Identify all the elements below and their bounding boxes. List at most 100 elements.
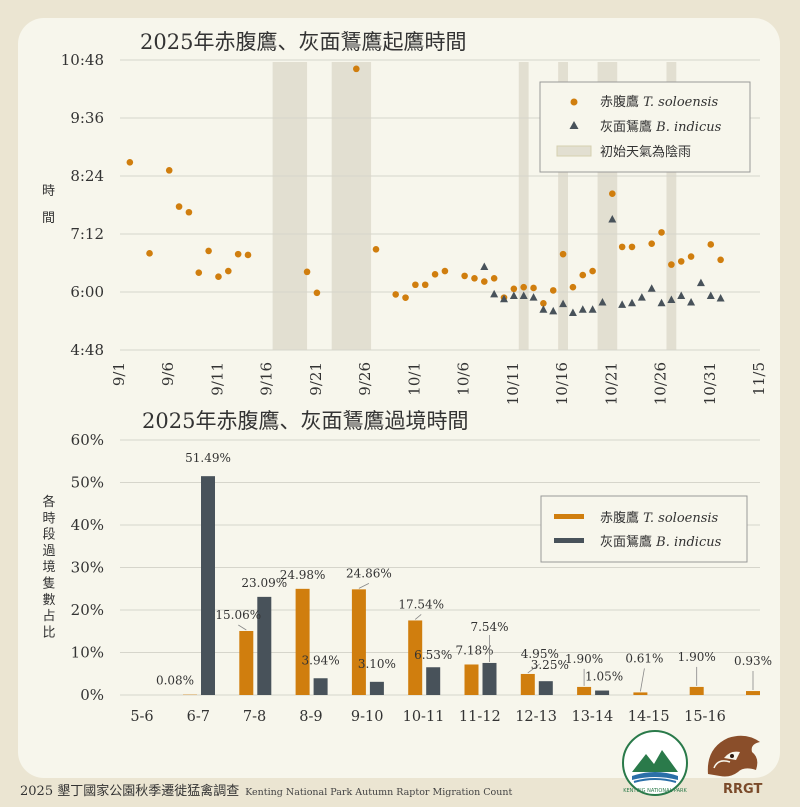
bar-value-label-orange: 1.90% (678, 650, 716, 664)
point-chinese-sparrowhawk (175, 203, 183, 210)
scatter-y-tick: 9:36 (70, 109, 104, 127)
bar-label-leader (358, 582, 370, 589)
bar-value-label-slate: 7.54% (470, 620, 508, 634)
legend-bar-slate-label: 灰面鵟鷹 B. indicus (600, 534, 722, 550)
bar-ylabel-char: 各 (42, 494, 55, 510)
point-grey-faced-buzzard (706, 291, 715, 300)
point-chinese-sparrowhawk (668, 261, 675, 268)
point-grey-faced-buzzard (500, 294, 508, 303)
bar-chinese-sparrowhawk (577, 686, 592, 695)
point-grey-faced-buzzard (559, 299, 568, 308)
footer-title-text: 2025 墾丁國家公園秋季遷徙猛禽調查 (20, 784, 240, 799)
bar-y-tick: 10% (71, 644, 104, 662)
point-chinese-sparrowhawk (303, 268, 311, 276)
bar-chinese-sparrowhawk (351, 589, 366, 695)
point-chinese-sparrowhawk (540, 299, 547, 307)
point-chinese-sparrowhawk (215, 273, 222, 280)
point-chinese-sparrowhawk (146, 250, 153, 257)
bar-legend: 赤腹鷹 T. soloensis 灰面鵟鷹 B. indicus (540, 495, 748, 563)
point-grey-faced-buzzard (490, 289, 499, 298)
rain-band (558, 62, 568, 350)
point-chinese-sparrowhawk (431, 270, 439, 278)
rain-band (331, 62, 372, 350)
scatter-x-tick: 9/21 (307, 362, 325, 396)
legend-orange-label: 赤腹鷹 T. soloensis (600, 94, 719, 110)
scatter-x-tick: 9/1 (110, 362, 128, 386)
point-chinese-sparrowhawk (372, 246, 380, 253)
point-chinese-sparrowhawk (559, 250, 567, 258)
point-grey-faced-buzzard (529, 293, 538, 301)
scatter-y-tick: 6:00 (70, 283, 104, 301)
bar-label-leader (414, 614, 422, 620)
bar-value-label-slate: 1.05% (585, 670, 623, 684)
point-chinese-sparrowhawk (658, 229, 665, 236)
bar-x-tick: 15-16 (684, 709, 726, 725)
point-chinese-sparrowhawk (185, 208, 193, 216)
bar-y-tick: 20% (71, 601, 104, 619)
point-grey-faced-buzzard (687, 297, 696, 306)
point-chinese-sparrowhawk (244, 251, 252, 259)
footer-title: 2025 墾丁國家公園秋季遷徙猛禽調查 Kenting National Park… (20, 780, 512, 799)
scatter-chart: 2025年赤腹鷹、灰面鵟鷹起鷹時間 4:48 6:00 7:12 8:24 9:36 10… (42, 30, 768, 405)
point-chinese-sparrowhawk (392, 291, 399, 298)
point-grey-faced-buzzard (608, 215, 617, 223)
bar-value-label-slate: 3.25% (531, 658, 569, 672)
rrgt-logo-text: RRGT (723, 782, 763, 797)
bar-grey-faced-buzzard (257, 596, 272, 695)
bar-ylabel-char: 境 (42, 560, 55, 575)
point-grey-faced-buzzard (480, 262, 489, 271)
point-chinese-sparrowhawk (165, 167, 173, 174)
scatter-x-tick: 10/31 (701, 362, 719, 405)
point-chinese-sparrowhawk (707, 241, 715, 248)
bar-grey-faced-buzzard (313, 678, 328, 695)
bar-value-label-orange: 24.98% (280, 568, 326, 582)
point-chinese-sparrowhawk (618, 243, 626, 251)
point-chinese-sparrowhawk (677, 258, 685, 265)
point-grey-faced-buzzard (519, 291, 528, 300)
point-grey-faced-buzzard (637, 293, 646, 301)
bar-y-tick: 60% (71, 431, 104, 449)
point-chinese-sparrowhawk (402, 294, 409, 301)
legend-orange-marker (570, 98, 578, 106)
bar-label-leader (640, 668, 645, 692)
bar-ylabel-char: 比 (42, 625, 55, 640)
bar-grey-faced-buzzard (426, 667, 441, 695)
scatter-x-tick: 10/21 (602, 362, 620, 405)
scatter-y-tick: 8:24 (70, 167, 104, 185)
footer-subtitle: Kenting National Park Autumn Raptor Migr… (245, 787, 513, 798)
bar-x-tick: 8-9 (299, 709, 322, 725)
point-chinese-sparrowhawk (569, 283, 577, 291)
rain-band (666, 62, 677, 350)
bar-grey-faced-buzzard (538, 681, 553, 695)
point-grey-faced-buzzard (677, 291, 686, 300)
point-chinese-sparrowhawk (549, 287, 557, 294)
scatter-x-tick: 9/16 (258, 362, 276, 396)
bar-chinese-sparrowhawk (295, 588, 310, 695)
bar-value-label-orange: 0.93% (734, 654, 772, 668)
point-chinese-sparrowhawk (530, 284, 537, 292)
bar-y-tick: 0% (80, 686, 104, 704)
legend-rain-swatch (556, 145, 592, 157)
point-chinese-sparrowhawk (441, 267, 449, 275)
bar-value-label-orange: 15.06% (215, 608, 261, 622)
scatter-x-tick: 10/11 (504, 362, 522, 405)
bar-chinese-sparrowhawk (689, 686, 704, 695)
point-grey-faced-buzzard (618, 300, 627, 308)
bar-ylabel-char: 占 (42, 609, 55, 624)
bar-ylabel-char: 段 (42, 528, 55, 543)
bar-x-tick: 12-13 (515, 709, 557, 725)
bar-grey-faced-buzzard (595, 690, 610, 695)
bar-ylabel-char: 過 (42, 544, 55, 559)
bar-ylabel-char: 數 (42, 593, 55, 608)
bar-value-label-orange: 0.08% (156, 674, 194, 688)
bar-value-label-slate: 3.10% (358, 657, 396, 671)
bar-x-tick: 6-7 (187, 709, 210, 725)
point-chinese-sparrowhawk (648, 240, 655, 247)
point-chinese-sparrowhawk (234, 250, 242, 258)
rrgt-logo (707, 735, 760, 777)
point-chinese-sparrowhawk (490, 275, 498, 282)
bar-value-label-orange: 1.90% (565, 652, 603, 666)
scatter-x-tick: 9/11 (208, 362, 226, 396)
bar-x-tick: 7-8 (243, 709, 266, 725)
scatter-ylabel-1: 時 (42, 184, 55, 199)
